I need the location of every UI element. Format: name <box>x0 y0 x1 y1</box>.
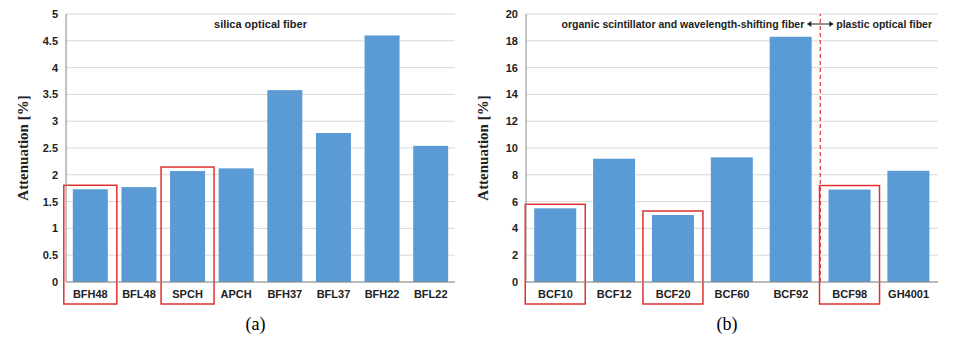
svg-text:BCF10: BCF10 <box>538 288 573 300</box>
svg-text:0: 0 <box>512 276 518 288</box>
svg-text:BFH22: BFH22 <box>365 288 400 300</box>
svg-text:20: 20 <box>506 8 518 20</box>
svg-text:12: 12 <box>506 115 518 127</box>
svg-text:6: 6 <box>512 196 518 208</box>
svg-text:1: 1 <box>52 222 58 234</box>
svg-text:BFH37: BFH37 <box>267 288 302 300</box>
svg-text:Attenuation [%]: Attenuation [%] <box>15 95 31 200</box>
svg-text:organic scintillator and wavel: organic scintillator and wavelength-shif… <box>562 18 805 30</box>
svg-text:18: 18 <box>506 35 518 47</box>
svg-text:5: 5 <box>52 8 58 20</box>
svg-text:APCH: APCH <box>221 288 252 300</box>
svg-text:2: 2 <box>52 169 58 181</box>
svg-text:3.5: 3.5 <box>43 88 58 100</box>
svg-text:0: 0 <box>52 276 58 288</box>
svg-text:1.5: 1.5 <box>43 196 58 208</box>
svg-text:BCF98: BCF98 <box>832 288 867 300</box>
svg-text:2: 2 <box>512 249 518 261</box>
svg-text:4.5: 4.5 <box>43 35 58 47</box>
html-text:(b): (b) <box>716 314 738 334</box>
svg-text:16: 16 <box>506 62 518 74</box>
svg-text:SPCH: SPCH <box>172 288 203 300</box>
svg-text:BCF92: BCF92 <box>773 288 808 300</box>
svg-text:BCF60: BCF60 <box>715 288 750 300</box>
svg-text:BCF20: BCF20 <box>656 288 691 300</box>
svg-text:4: 4 <box>512 222 519 234</box>
svg-text:3: 3 <box>52 115 58 127</box>
svg-text:BCF12: BCF12 <box>597 288 632 300</box>
svg-text:BFL22: BFL22 <box>414 288 448 300</box>
svg-text:GH4001: GH4001 <box>888 288 929 300</box>
svg-text:4: 4 <box>52 62 59 74</box>
svg-text:2.5: 2.5 <box>43 142 58 154</box>
svg-text:BFL37: BFL37 <box>317 288 351 300</box>
svg-text:BFH48: BFH48 <box>73 288 108 300</box>
svg-text:10: 10 <box>506 142 518 154</box>
svg-text:plastic optical fiber: plastic optical fiber <box>836 18 932 30</box>
svg-text:Attenuation [%]: Attenuation [%] <box>475 95 491 200</box>
svg-text:14: 14 <box>506 88 519 100</box>
svg-text:0.5: 0.5 <box>43 249 58 261</box>
html-text:silica optical fiber: silica optical fiber <box>214 18 307 30</box>
svg-text:8: 8 <box>512 169 518 181</box>
svg-text:BFL48: BFL48 <box>122 288 156 300</box>
html-text:(a): (a) <box>245 314 266 334</box>
